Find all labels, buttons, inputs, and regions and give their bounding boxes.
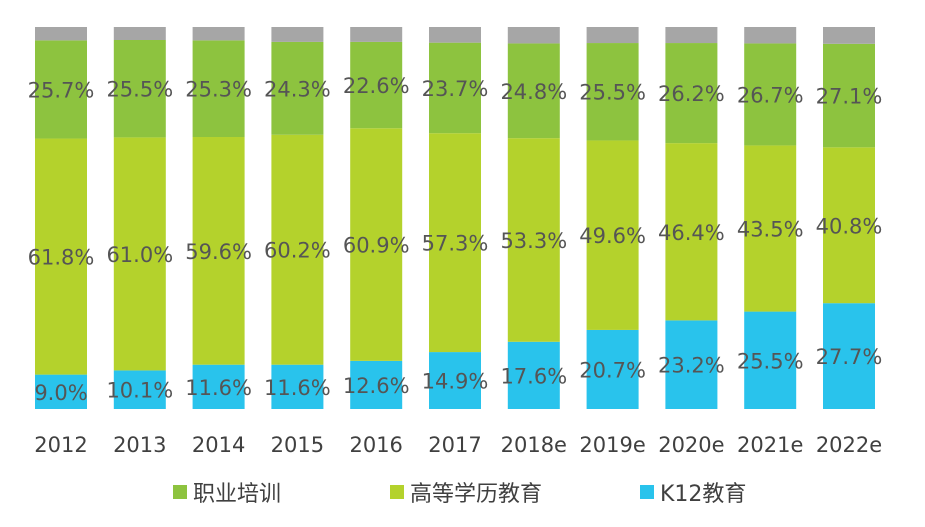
data-label: 60.9% xyxy=(343,234,410,258)
bar-segment-0-2012 xyxy=(35,374,87,409)
bar-segment-1-2019e xyxy=(586,140,639,330)
data-label: 26.7% xyxy=(737,83,804,107)
data-label: 25.5% xyxy=(106,78,173,102)
bar-segment-3-2021e xyxy=(744,27,797,44)
bar-segment-0-2018e xyxy=(507,341,560,409)
legend-item-higher-education: 高等学历教育 xyxy=(390,476,542,508)
bar-segment-1-2014 xyxy=(192,137,245,365)
legend-label-k12: K12教育 xyxy=(660,482,747,507)
data-label: 11.6% xyxy=(185,376,252,400)
legend-label-vocational: 职业培训 xyxy=(193,482,282,507)
bar-segment-3-2020e xyxy=(665,27,718,44)
bar-segment-2-2012 xyxy=(35,40,87,139)
data-label: 24.3% xyxy=(264,77,331,101)
x-tick-label: 2020e xyxy=(658,433,724,457)
bar-segment-1-2013 xyxy=(113,137,166,371)
bar-segment-1-2015 xyxy=(271,134,324,365)
data-label: 26.2% xyxy=(658,82,725,106)
legend-item-k12: K12教育 xyxy=(640,476,746,508)
bar-segment-2-2017 xyxy=(429,42,481,134)
data-label: 14.9% xyxy=(422,370,489,394)
bar-segment-2-2020e xyxy=(665,43,718,144)
x-tick-label: 2021e xyxy=(737,433,803,457)
data-label: 12.6% xyxy=(343,374,410,398)
bar-segment-2-2021e xyxy=(744,43,797,146)
bar-segment-2-2016 xyxy=(350,41,403,129)
bar-segment-0-2019e xyxy=(586,329,639,409)
bar-segment-1-2016 xyxy=(350,128,403,361)
x-tick-label: 2017 xyxy=(428,433,481,457)
bar-segment-1-2017 xyxy=(429,133,481,353)
bar-segment-0-2014 xyxy=(192,364,245,409)
bar-segment-0-2021e xyxy=(744,311,797,409)
data-label: 27.7% xyxy=(816,345,883,369)
data-label: 25.5% xyxy=(737,349,804,373)
data-label: 10.1% xyxy=(106,379,173,403)
data-label: 17.6% xyxy=(500,364,567,388)
bar-segment-3-2012 xyxy=(35,27,87,41)
chart-legend: 职业培训 高等学历教育 K12教育 xyxy=(0,476,925,516)
data-label: 25.7% xyxy=(28,78,95,102)
data-label: 27.1% xyxy=(816,85,883,109)
bar-segment-0-2020e xyxy=(665,320,718,409)
bar-segment-1-2022e xyxy=(823,147,875,304)
bar-segment-2-2019e xyxy=(586,43,639,141)
data-label: 61.8% xyxy=(28,246,95,270)
x-tick-label: 2019e xyxy=(579,433,645,457)
x-tick-label: 2013 xyxy=(113,433,166,457)
data-label: 23.2% xyxy=(658,354,725,378)
data-label: 53.3% xyxy=(500,229,567,253)
bar-segment-2-2018e xyxy=(507,43,560,139)
x-tick-label: 2022e xyxy=(816,433,882,457)
bar-segment-0-2013 xyxy=(113,370,166,409)
x-tick-label: 2018e xyxy=(501,433,567,457)
legend-swatch-vocational xyxy=(173,485,187,499)
data-label: 23.7% xyxy=(422,77,489,101)
legend-item-vocational: 职业培训 xyxy=(173,476,281,508)
bar-segment-3-2022e xyxy=(823,27,875,44)
data-label: 11.6% xyxy=(264,376,331,400)
bar-segment-3-2018e xyxy=(507,27,560,44)
data-label: 43.5% xyxy=(737,218,804,242)
data-label: 20.7% xyxy=(579,358,646,382)
legend-label-higher-education: 高等学历教育 xyxy=(410,482,543,507)
data-label: 40.8% xyxy=(816,214,883,238)
bar-segment-3-2015 xyxy=(271,27,324,42)
bar-segment-3-2013 xyxy=(113,27,166,40)
data-label: 61.0% xyxy=(106,243,173,267)
bar-segment-1-2020e xyxy=(665,143,718,321)
legend-swatch-k12 xyxy=(640,485,654,499)
bar-segment-2-2013 xyxy=(113,39,166,138)
x-tick-label: 2014 xyxy=(192,433,245,457)
legend-swatch-higher-education xyxy=(390,485,404,499)
bar-segment-2-2022e xyxy=(823,43,875,148)
data-label: 25.3% xyxy=(185,78,252,102)
data-label: 24.8% xyxy=(500,80,567,104)
data-label: 25.5% xyxy=(579,81,646,105)
bar-segment-3-2016 xyxy=(350,27,403,42)
data-label: 60.2% xyxy=(264,239,331,263)
bar-segment-0-2015 xyxy=(271,364,324,409)
x-tick-label: 2012 xyxy=(34,433,87,457)
bar-segment-0-2022e xyxy=(823,303,875,409)
bar-segment-3-2014 xyxy=(192,27,245,41)
data-label: 57.3% xyxy=(422,232,489,256)
data-label: 9.0% xyxy=(34,381,87,405)
bar-segment-2-2015 xyxy=(271,41,324,135)
data-label: 59.6% xyxy=(185,240,252,264)
x-tick-label: 2016 xyxy=(349,433,402,457)
x-tick-label: 2015 xyxy=(271,433,324,457)
bar-segment-0-2017 xyxy=(429,352,481,409)
bar-segment-3-2017 xyxy=(429,27,481,43)
data-label: 22.6% xyxy=(343,74,410,98)
bar-segment-1-2018e xyxy=(507,138,560,342)
data-label: 49.6% xyxy=(579,224,646,248)
bar-segment-3-2019e xyxy=(586,27,639,44)
data-label: 46.4% xyxy=(658,221,725,245)
bar-segment-1-2021e xyxy=(744,145,797,312)
bar-segment-2-2014 xyxy=(192,40,245,138)
bar-segment-0-2016 xyxy=(350,360,403,409)
bar-segment-1-2012 xyxy=(35,138,87,375)
